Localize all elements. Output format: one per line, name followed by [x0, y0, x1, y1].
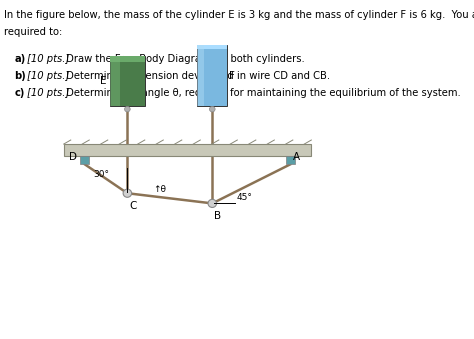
Text: b): b) — [14, 71, 26, 81]
Text: [10 pts.]: [10 pts.] — [27, 88, 69, 98]
Text: ↑θ: ↑θ — [153, 185, 166, 194]
Text: 45°: 45° — [237, 193, 252, 202]
Text: Draw the Free-Body Diagram for both cylinders.: Draw the Free-Body Diagram for both cyli… — [63, 54, 305, 64]
Bar — [109, 56, 145, 106]
Text: a): a) — [14, 54, 26, 64]
Text: required to:: required to: — [3, 27, 62, 37]
Text: A: A — [293, 152, 300, 162]
Bar — [81, 156, 89, 164]
Text: B: B — [214, 211, 221, 221]
Bar — [197, 45, 228, 49]
Bar — [109, 56, 145, 62]
Text: C: C — [129, 201, 137, 211]
Text: [10 pts.]: [10 pts.] — [27, 54, 69, 64]
Bar — [64, 144, 311, 156]
Circle shape — [210, 106, 215, 112]
Text: [10 pts.]: [10 pts.] — [27, 71, 69, 81]
Text: In the figure below, the mass of the cylinder E is 3 kg and the mass of cylinder: In the figure below, the mass of the cyl… — [3, 10, 474, 20]
Text: Determine the tension developed in wire CD and CB.: Determine the tension developed in wire … — [63, 71, 330, 81]
Circle shape — [125, 106, 130, 112]
Text: E: E — [100, 76, 107, 86]
Text: Determine the angle θ, required for maintaining the equilibrium of the system.: Determine the angle θ, required for main… — [63, 88, 461, 98]
Bar — [197, 45, 204, 106]
Text: F: F — [229, 71, 235, 81]
Circle shape — [123, 189, 132, 197]
Text: c): c) — [14, 88, 25, 98]
Bar — [109, 56, 119, 106]
Circle shape — [208, 199, 217, 207]
Text: 30°: 30° — [93, 170, 109, 179]
Bar — [286, 156, 294, 164]
Bar — [197, 45, 228, 106]
Text: D: D — [69, 152, 77, 162]
